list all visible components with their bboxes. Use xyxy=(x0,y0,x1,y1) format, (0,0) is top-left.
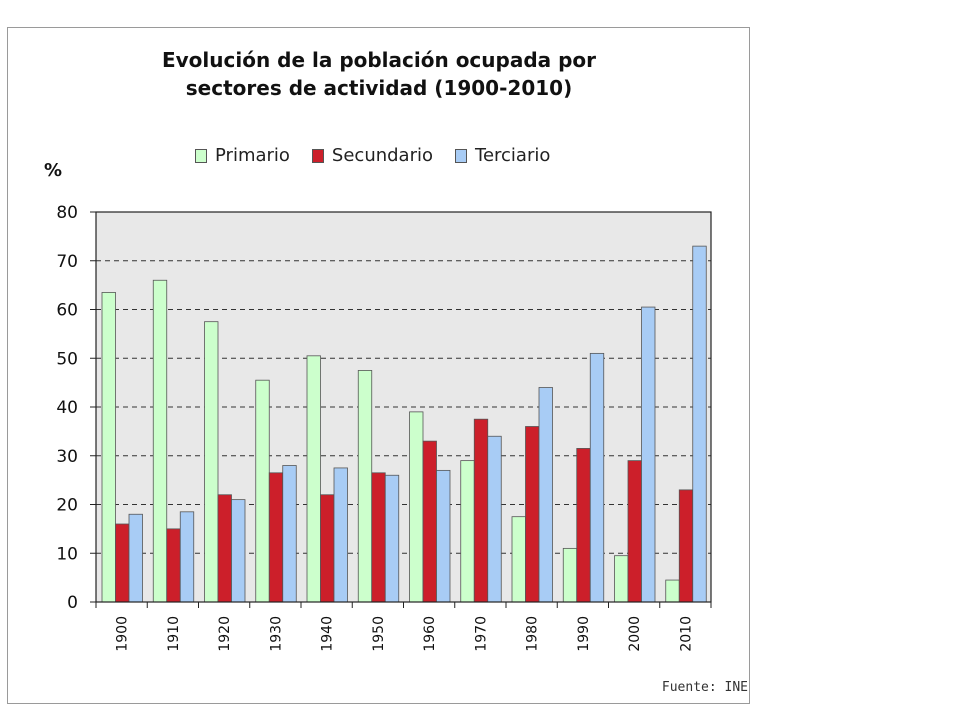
bar-terciario-1990 xyxy=(589,352,605,603)
y-tick-label-30: 30 xyxy=(56,447,78,467)
y-tick-label-60: 60 xyxy=(56,301,78,321)
y-tick-label-10: 10 xyxy=(56,544,78,564)
x-tick-label-1970: 1970 xyxy=(473,616,489,652)
legend-swatch-secundario xyxy=(311,148,324,163)
y-tick-label-40: 40 xyxy=(56,398,78,418)
bar-primario-1960 xyxy=(409,411,424,603)
chart-title-line-2: sectores de actividad (1900-2010) xyxy=(185,76,573,100)
x-tick-label-2010: 2010 xyxy=(678,616,694,652)
legend-swatch-terciario xyxy=(455,148,468,163)
bar-secundario-1960 xyxy=(422,440,437,603)
bar-secundario-1940 xyxy=(320,494,335,603)
bar-terciario-1910 xyxy=(179,511,195,603)
legend-swatch-primario xyxy=(195,148,207,163)
legend-label-terciario: Terciario xyxy=(475,145,551,166)
bar-terciario-1970 xyxy=(487,435,502,603)
x-tick-label-1980: 1980 xyxy=(525,616,541,652)
bar-secundario-1900 xyxy=(115,523,130,603)
bar-terciario-1920 xyxy=(231,499,246,603)
x-tick-label-1950: 1950 xyxy=(371,616,387,652)
bar-primario-1920 xyxy=(204,321,219,603)
legend-item-secundario: Secundario xyxy=(311,145,434,166)
x-tick-label-1930: 1930 xyxy=(268,616,284,652)
bar-primario-2000 xyxy=(614,555,629,603)
bar-secundario-2000 xyxy=(627,460,642,603)
legend-item-primario: Primario xyxy=(195,145,290,166)
chart-title-line-1: Evolución de la población ocupada por xyxy=(161,48,597,72)
y-tick-label-80: 80 xyxy=(56,203,78,223)
bar-secundario-1910 xyxy=(166,528,181,603)
source-note: Fuente: INE xyxy=(661,680,748,695)
x-tick-label-1900: 1900 xyxy=(115,616,131,652)
bar-primario-1900 xyxy=(101,292,116,603)
y-tick-label-50: 50 xyxy=(56,349,78,369)
y-tick-label-20: 20 xyxy=(56,496,78,516)
bar-primario-1940 xyxy=(306,355,321,603)
chart-title: Evolución de la población ocupada por se… xyxy=(0,46,758,102)
bar-terciario-1930 xyxy=(282,465,297,603)
y-tick-label-70: 70 xyxy=(56,252,78,272)
bar-terciario-1980 xyxy=(538,387,553,603)
x-tick-label-1910: 1910 xyxy=(166,616,182,652)
bar-secundario-1990 xyxy=(576,448,591,603)
bar-terciario-1950 xyxy=(384,474,400,603)
x-tick-label-2000: 2000 xyxy=(627,616,643,652)
bar-terciario-1940 xyxy=(333,467,348,603)
legend-label-secundario: Secundario xyxy=(331,145,434,166)
bar-secundario-2010 xyxy=(678,489,694,603)
x-tick-label-1920: 1920 xyxy=(217,616,233,652)
bar-terciario-1900 xyxy=(128,513,143,603)
bar-primario-2010 xyxy=(665,579,680,603)
legend-label-primario: Primario xyxy=(215,145,290,166)
y-axis-unit-label: % xyxy=(44,160,63,181)
bar-secundario-1950 xyxy=(371,472,386,603)
bar-primario-1980 xyxy=(511,516,526,603)
bar-secundario-1970 xyxy=(473,418,489,603)
bar-primario-1910 xyxy=(152,279,168,603)
bar-primario-1930 xyxy=(255,379,270,603)
bar-primario-1950 xyxy=(357,370,373,603)
x-tick-label-1990: 1990 xyxy=(576,616,592,652)
bar-secundario-1930 xyxy=(268,472,284,603)
bar-terciario-2010 xyxy=(692,245,707,603)
bar-primario-1990 xyxy=(562,547,578,603)
bar-secundario-1980 xyxy=(525,426,540,603)
legend-item-terciario: Terciario xyxy=(455,145,550,166)
bar-terciario-2000 xyxy=(641,306,656,603)
x-tick-label-1940: 1940 xyxy=(320,616,336,652)
y-tick-label-0: 0 xyxy=(67,593,78,613)
bar-terciario-1960 xyxy=(436,469,451,603)
bar-primario-1970 xyxy=(460,460,475,603)
bar-secundario-1920 xyxy=(217,494,232,603)
x-tick-label-1960: 1960 xyxy=(422,616,438,652)
chart-legend: Primario Secundario Terciario xyxy=(195,145,572,166)
